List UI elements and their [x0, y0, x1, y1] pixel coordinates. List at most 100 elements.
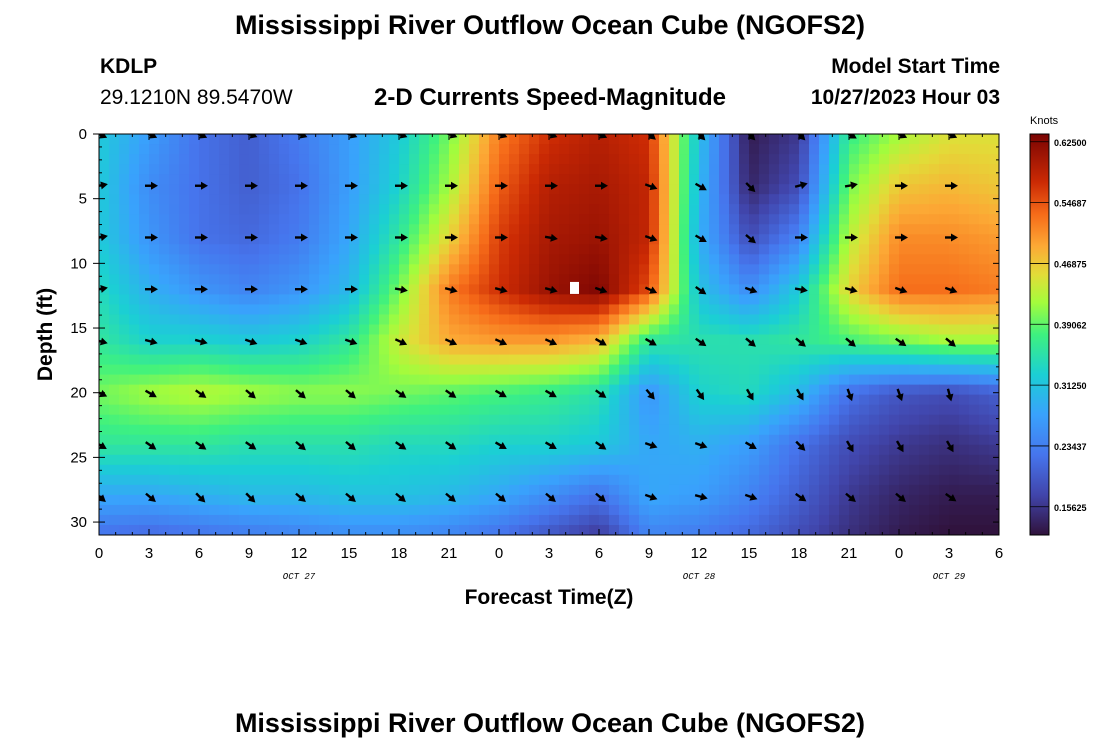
heatmap-cell [289, 364, 300, 376]
heatmap-cell [329, 284, 340, 296]
missing-data-cell [570, 281, 579, 294]
current-arrow [144, 337, 158, 346]
heatmap-cell [839, 444, 850, 456]
heatmap-cell [909, 464, 920, 476]
heatmap-cell [599, 314, 610, 326]
heatmap-cell [799, 424, 810, 436]
heatmap-cell [459, 304, 470, 316]
heatmap-cell [119, 284, 130, 296]
heatmap-cell [849, 434, 860, 446]
heatmap-cell [469, 484, 480, 496]
heatmap-cell [619, 264, 630, 275]
heatmap-cell [789, 444, 800, 456]
heatmap-cell [869, 184, 880, 195]
heatmap-cell [259, 294, 270, 306]
heatmap-cell [309, 484, 320, 496]
heatmap-cell [99, 524, 110, 535]
heatmap-cell [499, 314, 510, 326]
heatmap-cell [189, 204, 200, 215]
heatmap-cell [149, 334, 160, 346]
heatmap-cell [719, 464, 730, 476]
heatmap-cell [889, 414, 900, 426]
heatmap-cell [959, 294, 970, 306]
heatmap-cell [699, 154, 710, 165]
heatmap-cell [269, 524, 280, 535]
heatmap-cell [479, 464, 490, 476]
heatmap-cell [839, 294, 850, 306]
heatmap-cell [949, 404, 960, 416]
heatmap-cell [929, 184, 940, 195]
heatmap-cell [719, 204, 730, 215]
heatmap-cell [849, 464, 860, 476]
heatmap-cell [749, 164, 760, 175]
heatmap-cell [739, 214, 750, 225]
heatmap-cell [139, 154, 150, 165]
heatmap-cell [309, 364, 320, 376]
heatmap-cell [649, 434, 660, 446]
heatmap-cell [919, 424, 930, 436]
heatmap-cell [849, 224, 860, 235]
heatmap-cell [399, 504, 410, 516]
heatmap-cell [749, 494, 760, 506]
heatmap-cell [929, 394, 940, 406]
heatmap-cell [899, 254, 910, 265]
heatmap-cell [469, 514, 480, 526]
heatmap-cell [179, 444, 190, 456]
heatmap-cell [759, 464, 770, 476]
heatmap-cell [259, 464, 270, 476]
heatmap-cell [359, 174, 370, 185]
heatmap-cell [769, 304, 780, 316]
heatmap-cell [689, 234, 700, 245]
heatmap-cell [389, 434, 400, 446]
heatmap-cell [169, 214, 180, 225]
heatmap-cell [539, 414, 550, 426]
heatmap-cell [389, 474, 400, 486]
heatmap-cell [109, 284, 120, 296]
heatmap-cell [129, 324, 140, 336]
heatmap-cell [379, 284, 390, 296]
heatmap-cell [399, 444, 410, 456]
heatmap-cell [399, 374, 410, 386]
heatmap-cell [309, 224, 320, 235]
heatmap-cell [379, 294, 390, 306]
heatmap-cell [589, 474, 600, 486]
heatmap-cell [799, 384, 810, 396]
heatmap-cell [799, 504, 810, 516]
heatmap-cell [309, 174, 320, 185]
heatmap-cell [239, 404, 250, 416]
heatmap-cell [189, 464, 200, 476]
heatmap-cell [359, 224, 370, 235]
heatmap-cell [839, 354, 850, 366]
heatmap-cell [139, 504, 150, 516]
heatmap-cell [659, 144, 670, 155]
heatmap-cell [739, 494, 750, 506]
heatmap-cell [619, 234, 630, 245]
heatmap-cell [329, 294, 340, 306]
heatmap-cell [939, 144, 950, 155]
heatmap-cell [459, 424, 470, 436]
heatmap-cell [889, 214, 900, 225]
heatmap-cell [739, 234, 750, 245]
heatmap-cell [479, 484, 490, 496]
heatmap-cell [759, 304, 770, 316]
heatmap-cell [629, 454, 640, 466]
heatmap-cell [749, 404, 760, 416]
heatmap-cell [689, 434, 700, 446]
heatmap-cell [729, 404, 740, 416]
heatmap-cell [159, 434, 170, 446]
heatmap-cell [109, 454, 120, 466]
heatmap-cell [419, 454, 430, 466]
heatmap-cell [849, 154, 860, 165]
heatmap-cell [589, 454, 600, 466]
heatmap-cell [939, 134, 950, 145]
heatmap-cell [329, 474, 340, 486]
heatmap-cell [259, 314, 270, 326]
heatmap-cell [669, 234, 680, 245]
heatmap-cell [679, 364, 690, 376]
heatmap-cell [659, 514, 670, 526]
heatmap-cell [529, 404, 540, 416]
heatmap-cell [659, 324, 670, 336]
heatmap-cell [389, 174, 400, 185]
heatmap-cell [319, 214, 330, 225]
heatmap-cell [919, 204, 930, 215]
